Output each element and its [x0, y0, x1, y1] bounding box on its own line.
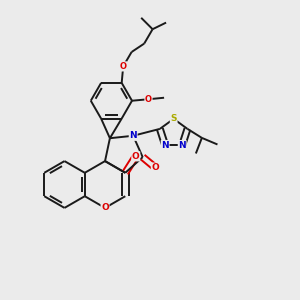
Text: N: N [129, 131, 137, 140]
Text: O: O [132, 152, 140, 161]
Text: O: O [101, 203, 109, 212]
Text: O: O [145, 95, 152, 104]
Text: O: O [120, 62, 127, 71]
Text: O: O [152, 163, 159, 172]
Text: N: N [178, 141, 186, 150]
Text: S: S [170, 114, 177, 123]
Text: N: N [161, 141, 169, 150]
